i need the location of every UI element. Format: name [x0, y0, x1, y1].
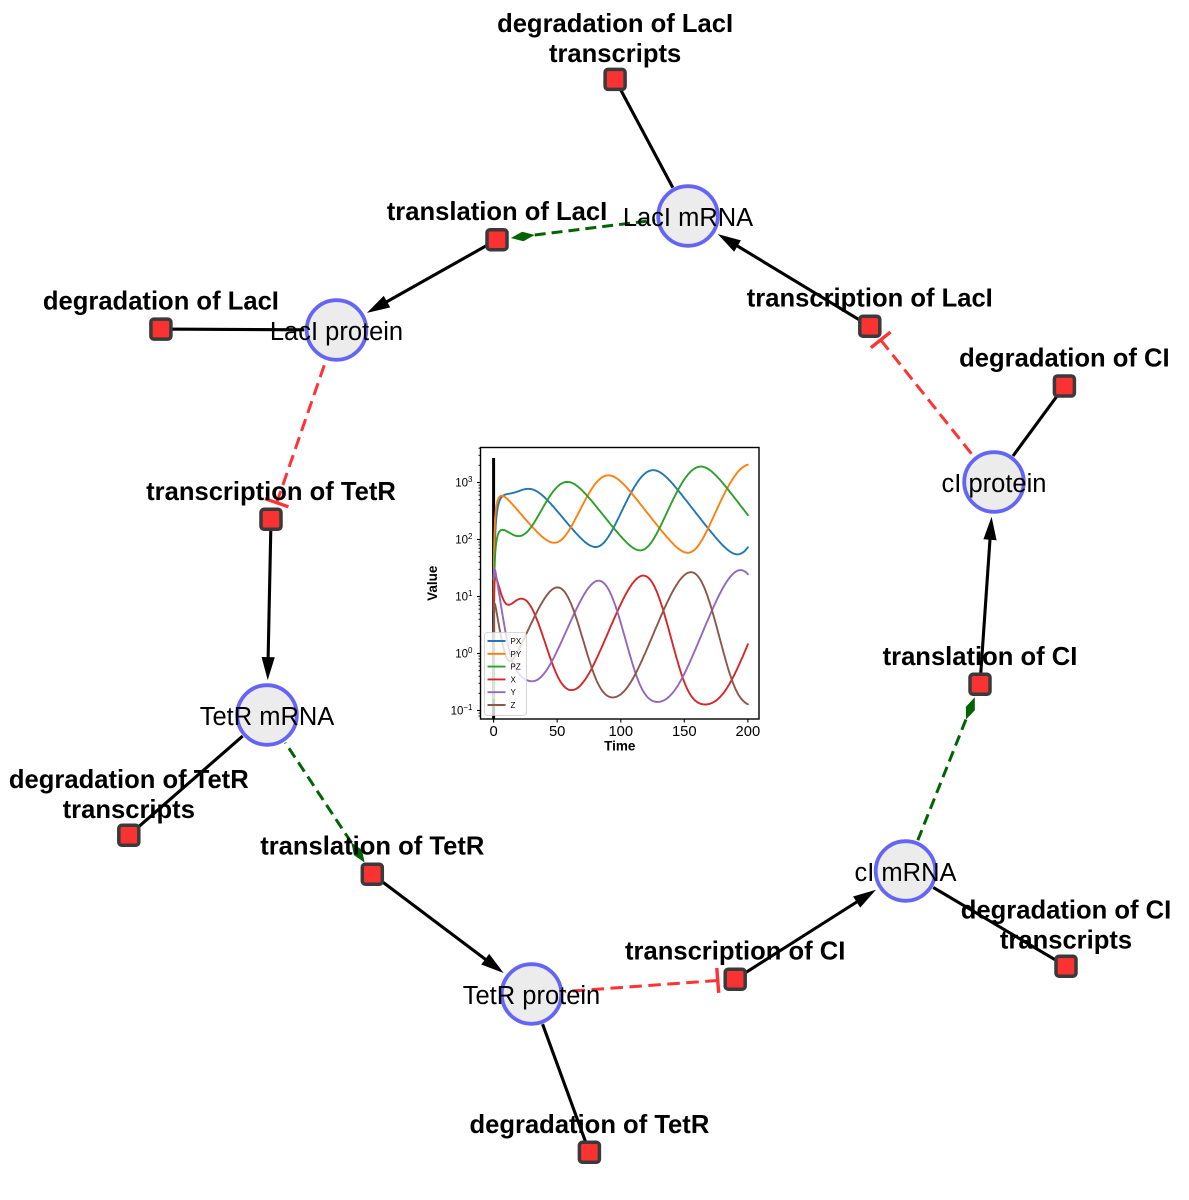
svg-text:cI mRNA: cI mRNA: [855, 859, 957, 887]
svg-text:transcription of TetR: transcription of TetR: [146, 478, 396, 506]
svg-text:100: 100: [608, 724, 633, 740]
svg-text:translation of CI: translation of CI: [883, 643, 1078, 671]
svg-text:transcription of LacI: transcription of LacI: [747, 285, 993, 313]
svg-text:transcripts: transcripts: [1000, 927, 1132, 955]
svg-text:degradation of TetR: degradation of TetR: [9, 766, 249, 794]
svg-text:LacI mRNA: LacI mRNA: [623, 204, 753, 232]
svg-text:Z: Z: [511, 701, 516, 710]
svg-text:translation of TetR: translation of TetR: [260, 833, 484, 861]
svg-text:transcripts: transcripts: [63, 796, 195, 824]
svg-text:200: 200: [736, 724, 761, 740]
svg-text:transcripts: transcripts: [549, 40, 681, 68]
svg-text:TetR mRNA: TetR mRNA: [200, 703, 335, 731]
svg-text:X: X: [511, 675, 517, 684]
svg-text:Y: Y: [511, 688, 517, 697]
svg-text:degradation of CI: degradation of CI: [961, 897, 1171, 925]
svg-text:Time: Time: [604, 739, 636, 754]
svg-text:degradation of LacI: degradation of LacI: [497, 10, 733, 38]
svg-text:degradation of LacI: degradation of LacI: [43, 288, 279, 316]
svg-text:TetR protein: TetR protein: [463, 982, 601, 1010]
svg-text:Value: Value: [425, 565, 440, 601]
svg-text:transcription of CI: transcription of CI: [625, 938, 845, 966]
svg-text:degradation of CI: degradation of CI: [959, 345, 1169, 373]
svg-text:50: 50: [549, 724, 565, 740]
svg-text:0: 0: [489, 724, 497, 740]
svg-text:LacI protein: LacI protein: [270, 318, 403, 346]
svg-text:cI protein: cI protein: [942, 470, 1047, 498]
svg-text:translation of LacI: translation of LacI: [387, 198, 607, 226]
svg-text:PZ: PZ: [511, 663, 521, 672]
svg-text:degradation of TetR: degradation of TetR: [469, 1111, 709, 1139]
svg-text:PX: PX: [511, 637, 522, 646]
svg-text:150: 150: [672, 724, 697, 740]
svg-text:PY: PY: [511, 650, 522, 659]
